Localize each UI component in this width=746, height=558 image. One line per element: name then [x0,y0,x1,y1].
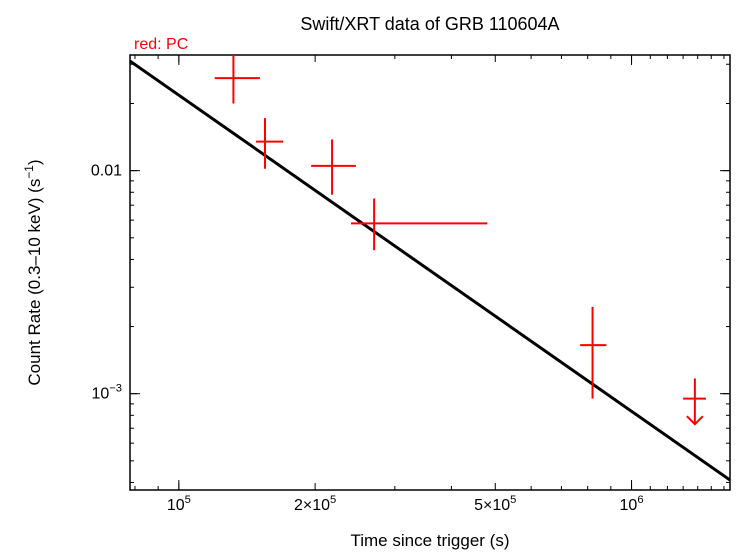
y-axis-label: Count Rate (0.3–10 keV) (s−1) [22,159,44,385]
chart-svg: 1052×1055×10510610−30.01Swift/XRT data o… [0,0,746,558]
x-axis-label: Time since trigger (s) [350,531,509,550]
y-tick-label: 0.01 [91,163,122,180]
legend-text: red: PC [134,36,188,53]
x-tick-label: 5×105 [474,494,516,514]
chart-container: 1052×1055×10510610−30.01Swift/XRT data o… [0,0,746,558]
x-tick-label: 2×105 [294,494,336,514]
chart-bg [0,0,746,558]
chart-title: Swift/XRT data of GRB 110604A [300,14,559,34]
